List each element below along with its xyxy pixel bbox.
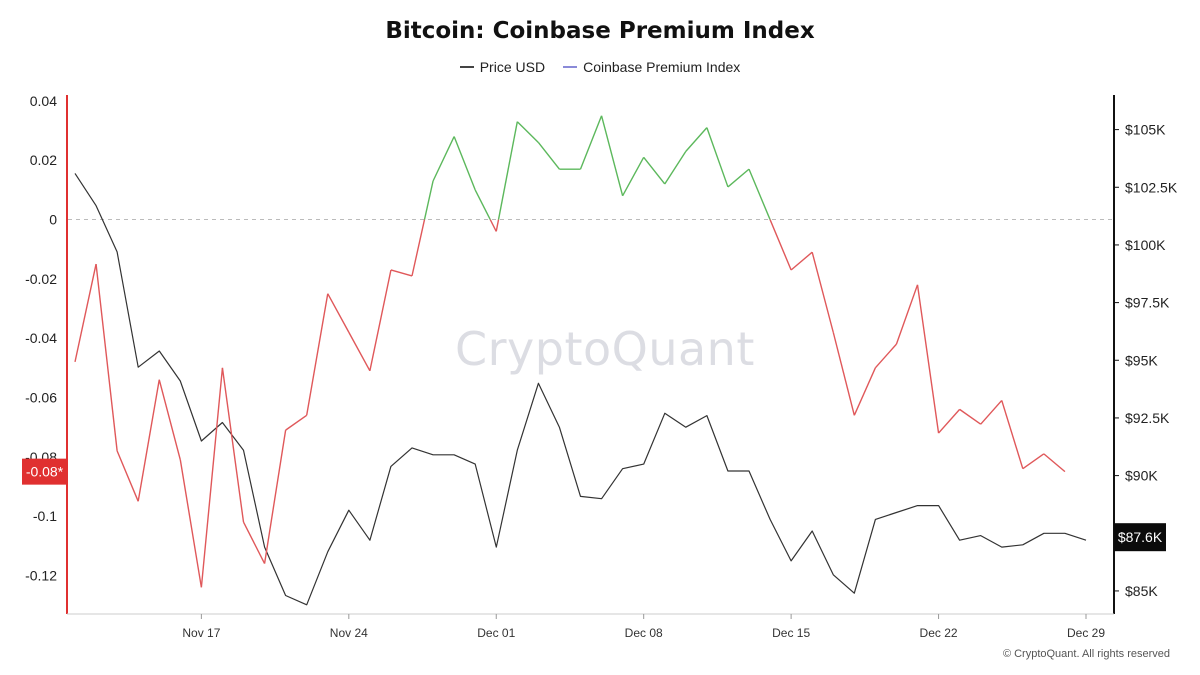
price-current-value: $87.6K: [1118, 529, 1163, 545]
premium-index-segment: [579, 115, 603, 170]
chart-legend: Price USD Coinbase Premium Index: [0, 59, 1200, 75]
right-tick-label: $95K: [1125, 352, 1158, 368]
premium-index-segment: [369, 269, 392, 371]
marker-layer: -0.08* $87.6K: [22, 458, 1166, 552]
x-tick-label: Dec 08: [625, 626, 663, 640]
premium-index-segment: [832, 332, 855, 416]
premium-index-segment: [285, 414, 308, 431]
premium-index-segment: [600, 115, 624, 197]
premium-index-segment: [916, 284, 940, 434]
right-tick-label: $85K: [1125, 583, 1158, 599]
legend-item-premium[interactable]: Coinbase Premium Index: [563, 59, 740, 75]
premium-index-segment: [221, 367, 245, 523]
x-tick-label: Dec 29: [1067, 626, 1105, 640]
premium-index-segment: [489, 219, 497, 232]
chart-title: Bitcoin: Coinbase Premium Index: [385, 18, 815, 44]
premium-index-segment: [664, 150, 687, 185]
premium-index-segment: [643, 156, 666, 185]
premium-index-segment: [423, 180, 434, 220]
x-tick-label: Nov 17: [182, 626, 220, 640]
premium-index-segment: [495, 219, 500, 232]
copyright-notice: © CryptoQuant. All rights reserved: [1002, 648, 1170, 660]
left-tick-label: 0.04: [30, 93, 57, 109]
premium-index-segment: [516, 121, 539, 143]
premium-current-badge: [22, 458, 67, 485]
premium-index-segment: [390, 269, 413, 277]
premium-index-segment: [938, 408, 961, 434]
left-tick-label: -0.12: [25, 567, 57, 583]
left-tick-label: -0.02: [25, 271, 57, 287]
x-tick-label: Dec 01: [477, 626, 515, 640]
premium-index-segment: [1043, 453, 1066, 473]
premium-index-segment: [537, 142, 560, 170]
right-tick-label: $105K: [1125, 122, 1166, 138]
premium-index-segment: [727, 168, 750, 188]
premium-index-segment: [305, 293, 329, 416]
x-tick-label: Nov 24: [330, 626, 368, 640]
price-current-badge: [1114, 523, 1166, 552]
watermark: CryptoQuant: [455, 322, 755, 376]
right-tick-label: $92.5K: [1125, 410, 1170, 426]
legend-item-price[interactable]: Price USD: [459, 59, 546, 75]
left-tick-label: -0.1: [33, 508, 57, 524]
right-tick-label: $97.5K: [1125, 295, 1170, 311]
premium-index-segment: [1001, 400, 1024, 469]
premium-index-segment: [116, 450, 139, 502]
premium-index-segment: [497, 121, 518, 220]
legend-swatch-premium: [563, 66, 578, 68]
premium-index-segment: [432, 136, 455, 182]
premium-index-segment: [622, 156, 645, 197]
left-tick-label: -0.06: [25, 390, 57, 406]
premium-index-segment: [1022, 453, 1045, 470]
premium-index-segment: [453, 136, 476, 191]
axes-layer: 0.040.020-0.02-0.04-0.06-0.08-0.1-0.12$1…: [25, 93, 1178, 640]
premium-index-segment: [242, 521, 266, 564]
premium-index-segment: [263, 430, 287, 564]
premium-index-segment: [769, 219, 792, 271]
left-tick-label: 0.02: [30, 152, 57, 168]
left-tick-label: 0: [49, 212, 57, 228]
premium-index-segment: [179, 459, 203, 588]
legend-swatch-price: [459, 66, 474, 68]
premium-index-segment: [327, 293, 350, 333]
premium-index-segment: [853, 367, 877, 416]
premium-index-segment: [959, 408, 982, 425]
premium-index-segment: [137, 379, 160, 502]
premium-index-segment: [895, 284, 919, 345]
x-tick-label: Dec 22: [920, 626, 958, 640]
premium-index-segment: [811, 252, 834, 333]
premium-index-segment: [980, 400, 1003, 425]
right-tick-label: $102.5K: [1125, 179, 1178, 195]
premium-index-segment: [411, 219, 426, 277]
premium-current-value: -0.08*: [26, 464, 64, 480]
right-tick-label: $100K: [1125, 237, 1166, 253]
premium-index-segment: [158, 379, 181, 460]
left-tick-label: -0.04: [25, 330, 57, 346]
right-tick-label: $90K: [1125, 468, 1158, 484]
premium-index-segment: [200, 367, 224, 588]
premium-index-segment: [790, 251, 813, 271]
premium-index-segment: [348, 331, 371, 372]
premium-index-segment: [95, 263, 118, 451]
price-usd-line: [74, 173, 1087, 606]
premium-index-segment: [685, 127, 708, 152]
series-layer: [74, 115, 1087, 606]
premium-index-segment: [748, 168, 771, 220]
premium-index-segment: [74, 263, 97, 363]
premium-index-segment: [474, 189, 491, 220]
legend-label-premium: Coinbase Premium Index: [583, 59, 741, 75]
legend-label-price: Price USD: [479, 59, 546, 75]
premium-index-segment: [874, 343, 897, 369]
x-tick-label: Dec 15: [772, 626, 810, 640]
premium-index-segment: [706, 127, 729, 188]
